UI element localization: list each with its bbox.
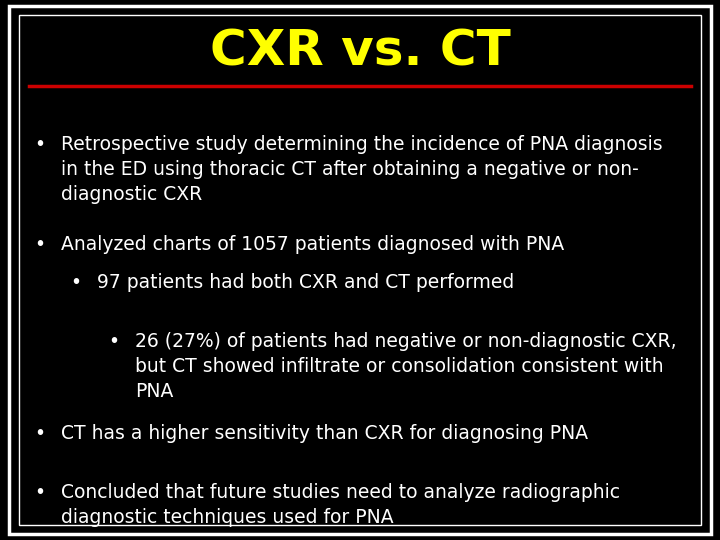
Text: 26 (27%) of patients had negative or non-diagnostic CXR,
but CT showed infiltrat: 26 (27%) of patients had negative or non… (135, 332, 677, 401)
Text: Concluded that future studies need to analyze radiographic
diagnostic techniques: Concluded that future studies need to an… (61, 483, 620, 527)
Text: •: • (70, 273, 81, 292)
Text: •: • (34, 235, 45, 254)
Text: •: • (34, 424, 45, 443)
Text: 97 patients had both CXR and CT performed: 97 patients had both CXR and CT performe… (97, 273, 515, 292)
Text: •: • (34, 483, 45, 502)
Text: Retrospective study determining the incidence of PNA diagnosis
in the ED using t: Retrospective study determining the inci… (61, 135, 663, 204)
Text: •: • (108, 332, 120, 351)
Text: CT has a higher sensitivity than CXR for diagnosing PNA: CT has a higher sensitivity than CXR for… (61, 424, 588, 443)
Text: CXR vs. CT: CXR vs. CT (210, 28, 510, 75)
Text: Analyzed charts of 1057 patients diagnosed with PNA: Analyzed charts of 1057 patients diagnos… (61, 235, 564, 254)
Text: •: • (34, 135, 45, 154)
FancyBboxPatch shape (9, 6, 711, 534)
